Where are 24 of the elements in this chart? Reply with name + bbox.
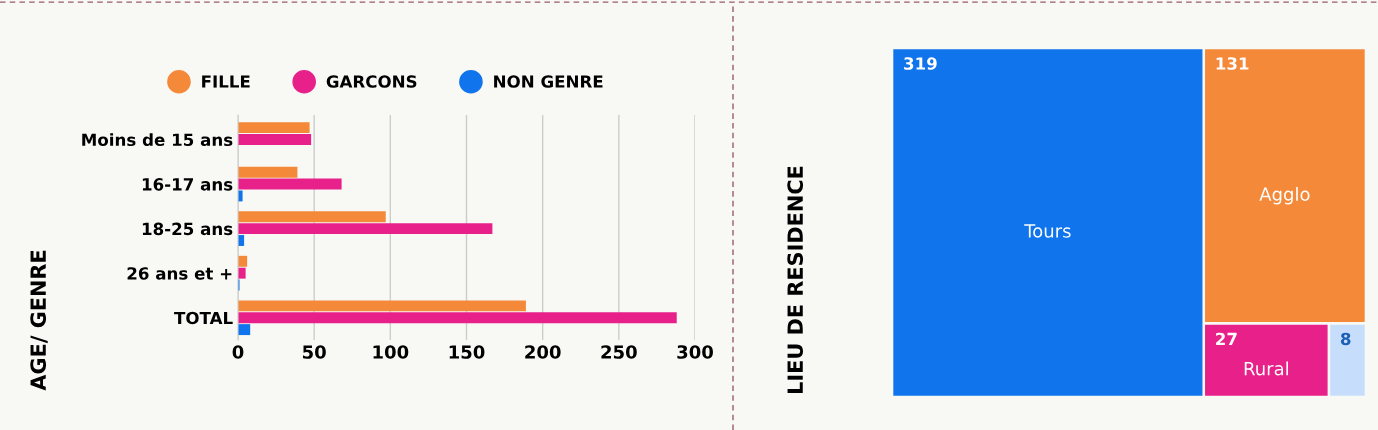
legend-label: FILLE [202,75,250,88]
legend-label: NON GENRE [494,75,603,88]
x-tick-label: 250 [601,345,637,359]
x-tick-label: 150 [449,345,485,359]
category-label: Rural [1244,361,1288,376]
category-label: Agglo [1259,186,1310,205]
x-tick-label: 0 [232,345,244,359]
text: LIEU DE RESIDENCE [787,166,804,393]
x-tick-label: 200 [525,345,561,359]
y-tick-label: 18-25 ans [142,222,233,236]
category-label: Tours [1024,224,1071,238]
y-tick-label: 26 ans et + [127,267,232,280]
x-tick-label: 50 [303,345,326,359]
y-axis-title: AGE/ GENRE [30,250,48,391]
data-label: 131 [1216,57,1249,70]
data-label: 8 [1340,332,1351,346]
data-label: 319 [904,57,937,70]
y-tick-label: TOTAL [174,311,233,325]
x-tick-label: 300 [677,345,713,359]
y-tick-label: Moins de 15 ans [82,133,233,147]
legend-label: GARCONS [326,75,417,88]
x-tick-label: 100 [373,345,409,359]
y-tick-label: 16-17 ans [142,178,233,191]
data-label: 27 [1216,332,1237,346]
